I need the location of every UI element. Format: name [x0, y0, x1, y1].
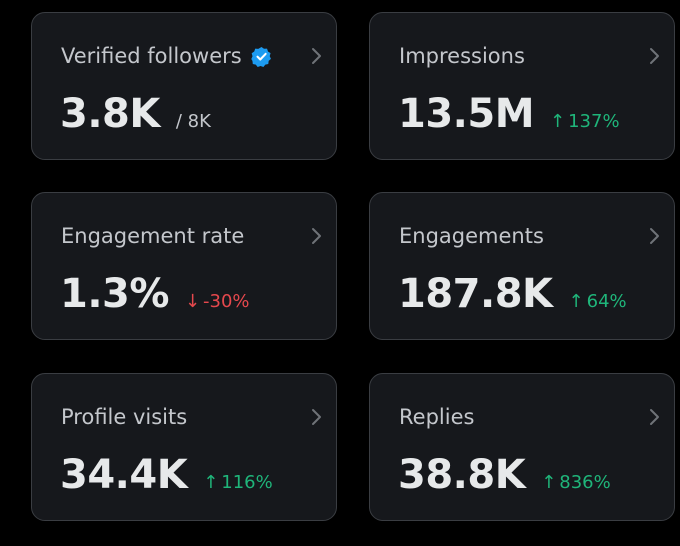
- chevron-right-icon: [312, 48, 321, 64]
- chevron-right-icon: [650, 409, 659, 425]
- metric-value: 34.4K: [60, 452, 188, 498]
- metric-value: 187.8K: [398, 271, 553, 317]
- metric-value: 1.3%: [60, 271, 169, 317]
- card-title: Replies: [399, 405, 474, 429]
- card-verified-followers[interactable]: Verified followers 3.8K / 8K: [31, 12, 337, 160]
- card-title-text: Engagements: [399, 224, 544, 248]
- metric-row: 38.8K ↑ 836%: [398, 452, 611, 498]
- chevron-right-icon: [650, 48, 659, 64]
- arrow-down-icon: ↓: [184, 291, 201, 312]
- metric-row: 187.8K ↑ 64%: [398, 271, 627, 317]
- arrow-up-icon: ↑: [550, 111, 566, 132]
- metric-value: 13.5M: [398, 91, 535, 137]
- card-title-text: Profile visits: [61, 405, 188, 429]
- card-title-text: Verified followers: [61, 44, 242, 68]
- card-engagements[interactable]: Engagements 187.8K ↑ 64%: [369, 192, 675, 340]
- card-title: Profile visits: [61, 405, 187, 429]
- metric-change: ↑ 836%: [541, 472, 611, 493]
- chevron-right-icon: [650, 228, 659, 244]
- arrow-up-icon: ↑: [541, 472, 557, 493]
- metric-change-value: -30%: [203, 291, 250, 312]
- metric-change: ↑ 137%: [550, 111, 620, 132]
- card-profile-visits[interactable]: Profile visits 34.4K ↑ 116%: [31, 373, 337, 521]
- arrow-up-icon: ↑: [203, 472, 219, 493]
- metric-change-value: 64%: [586, 291, 627, 312]
- chevron-right-icon: [312, 228, 321, 244]
- metric-change: ↑ 116%: [203, 472, 273, 493]
- card-impressions[interactable]: Impressions 13.5M ↑ 137%: [369, 12, 675, 160]
- metric-change-value: 137%: [568, 111, 620, 132]
- card-title-text: Impressions: [399, 44, 525, 68]
- metric-row: 13.5M ↑ 137%: [398, 91, 620, 137]
- metric-change: ↑ 64%: [569, 291, 627, 312]
- metric-value: 38.8K: [398, 452, 526, 498]
- verified-badge-icon: [251, 46, 271, 67]
- card-title: Engagements: [399, 224, 544, 248]
- metric-total: / 8K: [175, 111, 211, 132]
- metric-change-value: 116%: [221, 472, 273, 493]
- metric-row: 34.4K ↑ 116%: [60, 452, 273, 498]
- metric-row: 3.8K / 8K: [60, 91, 211, 137]
- card-title: Engagement rate: [61, 224, 244, 248]
- card-title: Impressions: [399, 44, 525, 68]
- chevron-right-icon: [312, 409, 321, 425]
- arrow-up-icon: ↑: [568, 291, 584, 312]
- card-title-text: Engagement rate: [61, 224, 245, 248]
- card-replies[interactable]: Replies 38.8K ↑ 836%: [369, 373, 675, 521]
- card-title: Verified followers: [61, 44, 272, 68]
- metric-change-value: 836%: [559, 472, 611, 493]
- metric-row: 1.3% ↓ -30%: [60, 271, 250, 317]
- card-engagement-rate[interactable]: Engagement rate 1.3% ↓ -30%: [31, 192, 337, 340]
- metric-change: ↓ -30%: [185, 291, 250, 312]
- metric-value: 3.8K: [60, 91, 160, 137]
- card-title-text: Replies: [399, 405, 475, 429]
